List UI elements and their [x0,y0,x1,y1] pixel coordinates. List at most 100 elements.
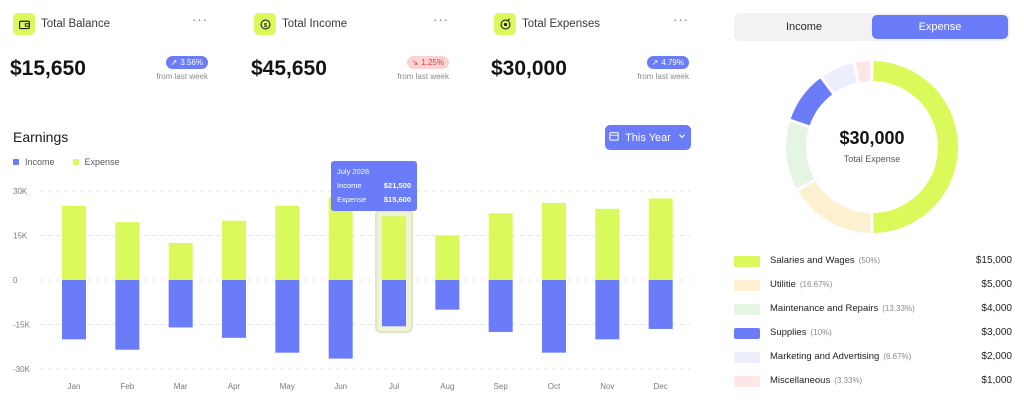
y-tick-label: 0 [13,276,18,285]
chart-legend: Income Expense [13,157,120,167]
bar-income-nov [595,280,620,340]
y-tick-label: 30K [13,187,28,196]
x-tick-label: Sep [494,382,509,391]
item-name: Salaries and Wages [770,255,855,266]
bar-income-aug [435,280,460,310]
card-value: $30,000 [491,57,567,80]
card-label: Total Balance [41,18,111,30]
bar-expense-jul [382,216,406,280]
bar-income-jan [62,280,86,340]
item-name: Supplies [770,327,807,338]
bar-expense-aug [435,235,460,280]
list-item: Marketing and Advertising (6.67%) $2,000 [734,351,1012,375]
toggle-expense[interactable]: Expense [872,15,1008,39]
trend-down-icon: ↘ [411,58,419,67]
bar-income-feb [115,280,140,350]
donut-total-value: $30,000 [839,128,905,148]
list-item: Miscellaneous (3.33%) $1,000 [734,375,1012,399]
card-total-balance: Total Balance ··· $15,650 ↗ 3.56% from la… [10,10,220,90]
dollar-refresh-icon: $ [254,13,276,35]
bar-income-jul [382,280,406,327]
x-tick-label: Aug [440,382,454,391]
item-amount: $3,000 [981,327,1012,338]
donut-slice-5 [855,61,871,83]
bar-expense-sep [488,213,513,280]
x-tick-label: Jan [68,382,81,391]
item-percent: (50%) [858,256,881,265]
svg-text:$: $ [263,22,267,28]
change-badge: ↗ 3.56% [165,56,208,69]
bar-expense-apr [222,220,246,280]
list-item: Salaries and Wages (50%) $15,000 [734,255,1012,279]
change-note: from last week [637,72,689,81]
item-amount: $15,000 [975,255,1012,266]
donut-total-label: Total Expense [843,154,901,164]
list-item: Supplies (10%) $3,000 [734,327,1012,351]
bar-income-mar [168,280,193,328]
card-value: $45,650 [251,57,327,80]
x-tick-label: Mar [174,382,188,391]
trend-up-icon: ↗ [651,58,659,67]
item-amount: $1,000 [981,375,1012,386]
more-options-icon[interactable]: ··· [673,12,689,27]
item-percent: (16.67%) [799,280,833,289]
item-percent: (10%) [810,328,832,337]
period-label: This Year [625,131,671,144]
donut-slice-4 [822,63,858,93]
card-total-income: $ Total Income ··· $45,650 ↘ 1.25% from l… [251,10,461,90]
item-percent: (3.33%) [834,376,863,385]
donut-slice-1 [798,181,871,233]
bar-income-dec [648,280,673,329]
x-tick-label: Oct [548,382,561,391]
x-tick-label: Apr [228,382,241,391]
tooltip-expense-row: Expense $15,600 [337,195,411,204]
bar-expense-feb [115,222,140,280]
y-tick-label: -15K [13,321,31,330]
list-item: Utilitie (16.67%) $5,000 [734,279,1012,303]
tooltip-title: July 2028 [337,167,370,176]
x-tick-label: Jul [389,382,399,391]
x-tick-label: Dec [654,382,668,391]
item-name: Miscellaneous [770,375,831,386]
legend-swatch [734,304,760,315]
coin-icon [494,13,516,35]
x-tick-label: Jun [334,382,347,391]
change-note: from last week [397,72,449,81]
x-tick-label: May [280,382,295,391]
bar-expense-dec [648,198,673,280]
item-name: Marketing and Advertising [770,351,880,362]
calendar-icon [609,131,619,144]
item-percent: (6.67%) [883,352,912,361]
bar-income-sep [488,280,513,332]
more-options-icon[interactable]: ··· [433,12,449,27]
toggle-income[interactable]: Income [785,21,823,33]
donut-slice-3 [790,78,833,126]
tooltip-income-row: Income $21,500 [337,181,411,190]
bar-income-jun [328,280,353,359]
donut-slice-0 [873,61,958,233]
change-badge: ↘ 1.25% [406,56,449,69]
y-tick-label: -30K [13,365,31,374]
period-dropdown[interactable]: This Year [605,125,691,150]
card-value: $15,650 [10,57,86,80]
item-percent: (13.33%) [882,304,915,313]
card-label: Total Expenses [522,18,600,30]
legend-swatch [734,328,760,339]
bar-income-may [275,280,300,353]
item-amount: $5,000 [981,279,1012,290]
bar-expense-nov [595,208,620,280]
more-options-icon[interactable]: ··· [192,12,208,27]
trend-up-icon: ↗ [170,58,178,67]
item-name: Utilitie [770,279,796,290]
x-tick-label: Feb [120,382,134,391]
income-expense-toggle: Income Expense [734,13,1010,41]
legend-swatch [734,256,760,267]
expense-breakdown-list: Salaries and Wages (50%) $15,000 Utilitie(… [734,255,1012,399]
item-amount: $4,000 [981,303,1012,314]
earnings-chart: 30K 15K 0 -15K -30K Jan Feb Mar Apr May Jun Jul Aug S… [13,187,690,391]
x-tick-label: Nov [600,382,614,391]
earnings-title: Earnings [13,129,69,145]
legend-swatch [734,352,760,363]
card-total-expenses: Total Expenses ··· $30,000 ↗ 4.79% from l… [491,10,701,90]
wallet-icon [13,13,35,35]
